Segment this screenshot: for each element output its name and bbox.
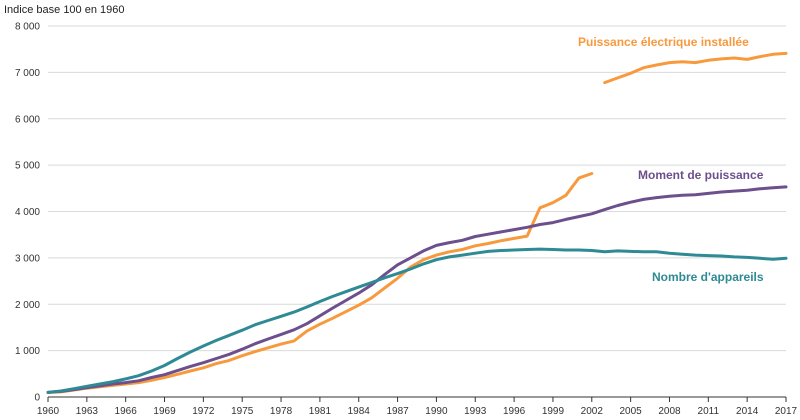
x-tick-label: 1981 — [309, 406, 332, 417]
y-tick-label: 0 — [34, 393, 40, 404]
series-label-puissance: Puissance électrique installée — [578, 35, 749, 49]
x-tick-label: 1966 — [115, 406, 138, 417]
x-tick-label: 1972 — [192, 406, 215, 417]
x-tick-label: 2008 — [658, 406, 681, 417]
x-tick-label: 1996 — [503, 406, 526, 417]
series-lines — [46, 51, 788, 394]
x-tick-label: 1984 — [348, 406, 371, 417]
x-tick-label: 1978 — [270, 406, 293, 417]
series-label-moment: Moment de puissance — [638, 168, 764, 182]
axes: 0 1 000 2 000 3 000 4 000 5 000 6 000 7 000 8 00… — [15, 22, 798, 418]
series-line-moment-de-puissance-1 — [46, 185, 788, 394]
y-tick-label: 2 000 — [15, 300, 40, 311]
y-tick-label: 3 000 — [15, 253, 40, 264]
x-tick-label: 1960 — [37, 406, 60, 417]
y-axis-unit-label: Indice base 100 en 1960 — [4, 4, 125, 16]
x-tick-label: 2014 — [736, 406, 759, 417]
series-line-nombre-appareils-1 — [46, 247, 788, 394]
y-tick-label: 7 000 — [15, 68, 40, 79]
gridlines — [48, 25, 786, 352]
x-tick-label: 1990 — [425, 406, 448, 417]
x-tick-label: 1993 — [464, 406, 487, 417]
x-tick-label: 2017 — [775, 406, 798, 417]
x-tick-label: 2002 — [581, 406, 604, 417]
y-tick-label: 1 000 — [15, 346, 40, 357]
series-line-puissance-electrique-1 — [46, 172, 594, 394]
x-tick-label: 1963 — [76, 406, 99, 417]
y-tick-label: 5 000 — [15, 161, 40, 172]
x-tick-label: 2011 — [698, 406, 720, 417]
x-tick-label: 1969 — [153, 406, 176, 417]
x-tick-label: 1999 — [542, 406, 565, 417]
y-tick-label: 8 000 — [15, 22, 40, 33]
x-tick-label: 2005 — [620, 406, 643, 417]
x-tick-label: 1987 — [386, 406, 409, 417]
series-line-puissance-electrique-2 — [603, 51, 788, 85]
y-tick-label: 6 000 — [15, 114, 40, 125]
y-tick-label: 4 000 — [15, 207, 40, 218]
series-label-nombre: Nombre d'appareils — [652, 270, 764, 284]
x-tick-label: 1975 — [231, 406, 254, 417]
